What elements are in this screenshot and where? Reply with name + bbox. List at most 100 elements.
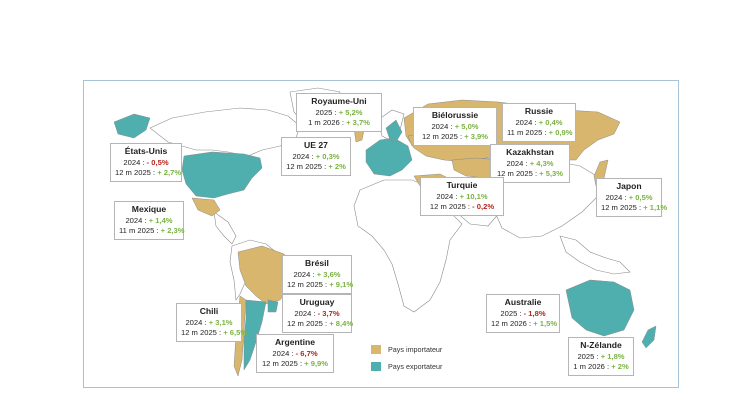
label-period-1: 2024 : <box>431 121 455 131</box>
label-period-2: 12 m 2025 : <box>261 359 305 368</box>
label-period-1: 2024 : <box>605 192 629 202</box>
label-name: Kazakhstan <box>506 147 554 157</box>
label-name: Turquie <box>446 180 478 190</box>
label-period-2: 11 m 2025 : <box>507 128 549 137</box>
label-period-1: 2024 : <box>292 151 316 161</box>
label-royaume-uni: Royaume-Uni 2025 : + 5,2% 1 m 2026 : + 3… <box>296 93 382 132</box>
label-chili: Chili 2024 : + 3,1% 12 m 2025 : + 6,5% <box>176 303 247 342</box>
label-etats-unis: États-Unis 2024 : - 0,5% 12 m 2025 : + 2… <box>110 143 182 182</box>
label-period-2: 12 m 2026 : <box>491 319 534 328</box>
label-name: Argentine <box>274 337 316 347</box>
label-period-2: 12 m 2025 : <box>115 168 158 177</box>
label-value-2: + 5,3% <box>539 169 564 178</box>
eu-shape <box>365 137 413 177</box>
label-ue-27: UE 27 2024 : + 0,3% 12 m 2025 : + 2% <box>281 137 351 176</box>
label-value-1: + 0,5% <box>628 192 653 202</box>
label-value-2: - 0,2% <box>472 202 495 211</box>
label-value-1: + 1,4% <box>148 215 173 225</box>
label-value-2: + 0,9% <box>548 128 573 137</box>
label-value-2: + 2,7% <box>157 168 182 177</box>
label-value-2: + 8,4% <box>329 319 354 328</box>
label-name: États-Unis <box>124 146 168 156</box>
label-period-1: 2024 : <box>125 215 149 225</box>
label-period-2: 12 m 2025 : <box>429 202 473 211</box>
legend-importer: Pays importateur <box>371 345 442 354</box>
label-period-2: 12 m 2025 : <box>287 280 330 289</box>
label-value-1: + 5,2% <box>338 107 363 117</box>
label-period-1: 2024 : <box>436 191 460 201</box>
label-value-1: - 3,7% <box>317 308 340 318</box>
label-value-2: + 6,5% <box>223 328 248 337</box>
label-value-1: + 10,1% <box>459 191 488 201</box>
label-bielorussie: Biélorussie 2024 : + 5,0% 12 m 2025 : + … <box>413 107 497 146</box>
bresil-shape <box>237 245 297 305</box>
legend-exporter-label: Pays exportateur <box>388 362 443 371</box>
legend-exporter: Pays exportateur <box>371 362 442 371</box>
label-value-2: + 1,5% <box>533 319 558 328</box>
label-period-2: 12 m 2025 : <box>181 328 224 337</box>
alaska-shape <box>113 113 151 139</box>
label-period-1: 2024 : <box>123 157 147 167</box>
label-period-1: 2024 : <box>506 158 530 168</box>
label-period-2: 12 m 2025 : <box>601 203 644 212</box>
label-mexique: Mexique 2024 : + 1,4% 11 m 2025 : + 2,3% <box>114 201 185 240</box>
label-value-2: + 9,1% <box>329 280 354 289</box>
label-value-2: + 3,9% <box>464 132 489 141</box>
label-value-1: + 1,8% <box>600 351 625 361</box>
label-argentine: Argentine 2024 : - 6,7% 12 m 2025 : + 9,… <box>256 334 334 373</box>
label-value-1: + 0,4% <box>538 117 563 127</box>
label-value-2: + 1,1% <box>643 203 668 212</box>
legend-exporter-swatch <box>371 362 381 371</box>
label-period-2: 1 m 2026 : <box>308 118 347 127</box>
label-name: Russie <box>524 106 554 116</box>
canada-shape <box>149 107 301 157</box>
label-turquie: Turquie 2024 : + 10,1% 12 m 2025 : - 0,2… <box>420 177 504 216</box>
label-period-2: 12 m 2025 : <box>286 162 329 171</box>
uruguay-shape <box>267 299 279 313</box>
label-russie: Russie 2024 : + 0,4% 11 m 2025 : + 0,9% <box>502 103 576 142</box>
label-japon: Japon 2024 : + 0,5% 12 m 2025 : + 1,1% <box>596 178 667 217</box>
mexique-shape <box>191 197 221 217</box>
label-name: Uruguay <box>299 297 335 307</box>
label-value-2: + 2% <box>611 362 629 371</box>
label-value-1: - 0,5% <box>146 157 169 167</box>
label-value-2: + 2% <box>328 162 346 171</box>
argentine-shape <box>243 299 267 371</box>
nz-shape <box>641 325 657 349</box>
label-value-1: + 3,6% <box>316 269 341 279</box>
label-period-2: 11 m 2025 : <box>119 226 161 235</box>
label-period-1: 2024 : <box>293 269 317 279</box>
label-name: Brésil <box>305 258 329 268</box>
label-period-1: 2024 : <box>185 317 209 327</box>
label-period-1: 2024 : <box>294 308 318 318</box>
label-period-2: 1 m 2026 : <box>573 362 612 371</box>
label-value-2: + 2,3% <box>160 226 185 235</box>
label-name: Japon <box>616 181 642 191</box>
label-name: UE 27 <box>304 140 328 150</box>
label-australie: Australie 2025 : - 1,8% 12 m 2026 : + 1,… <box>486 294 560 333</box>
label-name: Australie <box>504 297 542 307</box>
label-value-1: + 4,3% <box>529 158 554 168</box>
label-name: Biélorussie <box>431 110 479 120</box>
scandinavia-eu-shape <box>385 119 403 143</box>
australie-shape <box>565 279 635 337</box>
label-value-1: + 5,0% <box>454 121 479 131</box>
label-period-2: 12 m 2025 : <box>287 319 330 328</box>
label-name: N-Zélande <box>580 340 622 350</box>
label-value-1: + 3,1% <box>208 317 233 327</box>
label-value-1: - 1,8% <box>523 308 546 318</box>
label-name: Chili <box>199 306 219 316</box>
se-asia-shape <box>559 235 631 275</box>
label-value-1: + 0,3% <box>315 151 340 161</box>
label-period-2: 12 m 2025 : <box>421 132 465 141</box>
label-name: Mexique <box>131 204 167 214</box>
label-value-1: - 6,7% <box>295 348 318 358</box>
label-value-2: + 9,9% <box>304 359 329 368</box>
label-kazakhstan: Kazakhstan 2024 : + 4,3% 12 m 2025 : + 5… <box>490 144 570 183</box>
label-period-1: 2024 : <box>272 348 296 358</box>
usa-shape <box>181 151 263 199</box>
label-uruguay: Uruguay 2024 : - 3,7% 12 m 2025 : + 8,4% <box>282 294 354 333</box>
label-period-1: 2025 : <box>315 107 339 117</box>
legend-importer-swatch <box>371 345 381 354</box>
label-n-zelande: N-Zélande 2025 : + 1,8% 1 m 2026 : + 2% <box>568 337 634 376</box>
